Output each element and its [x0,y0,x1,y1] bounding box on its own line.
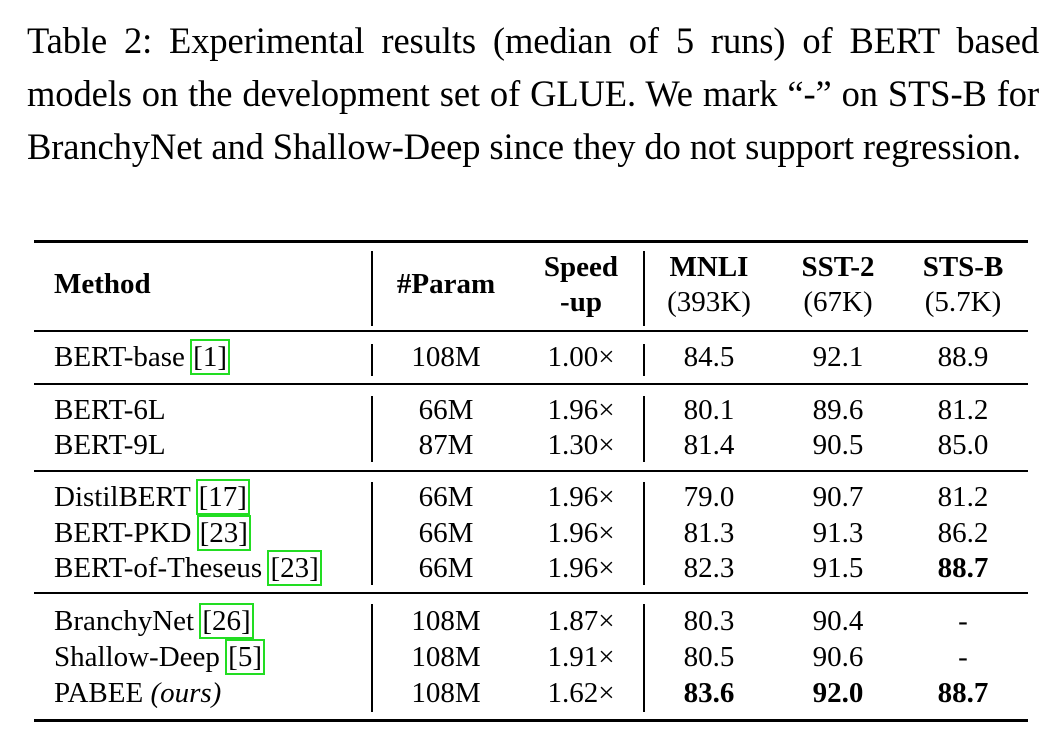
stsb-cell: 81.2 [937,394,989,426]
speed-cell: 1.96× [547,394,615,426]
method-cell: BERT-PKD [23] [54,515,251,551]
column-separator [643,604,645,712]
speed-cell: 1.96× [547,552,615,584]
column-separator [371,604,373,712]
speed-cell: 1.96× [547,517,615,549]
citation-link[interactable]: [5] [225,639,265,675]
mnli-cell: 80.5 [683,641,735,673]
method-suffix: (ours) [150,677,222,709]
col-header-method: Method [54,268,151,300]
speed-cell: 1.30× [547,429,615,461]
sst2-cell: 91.3 [812,517,864,549]
citation-link[interactable]: [23] [196,515,251,551]
stsb-cell: - [958,641,968,673]
stsb-cell: - [958,605,968,637]
param-cell: 66M [418,481,474,513]
column-separator [371,482,373,585]
group-rule-3 [34,592,1028,594]
stsb-cell: 81.2 [937,481,989,513]
method-cell: PABEE (ours) [54,676,221,710]
method-cell: BERT-9L [54,428,166,462]
group-rule-1 [34,383,1028,385]
citation-link[interactable]: [17] [195,479,250,515]
col-header-sst2-size: (67K) [803,286,873,318]
column-separator [643,251,645,326]
header-rule [34,330,1028,332]
param-cell: 87M [418,429,474,461]
col-header-stsb: STS-B [922,251,1004,283]
method-name: BERT-base [54,341,193,373]
col-header-stsb-size: (5.7K) [924,286,1002,318]
sst2-cell: 90.5 [812,429,864,461]
param-cell: 108M [411,341,481,373]
col-header-mnli-size: (393K) [667,286,751,318]
col-header-param: #Param [396,268,496,300]
sst2-cell: 92.1 [812,341,864,373]
speed-cell: 1.91× [547,641,615,673]
method-cell: BranchyNet [26] [54,603,254,639]
stsb-cell: 88.9 [937,341,989,373]
speed-cell: 1.62× [547,677,615,709]
citation-link[interactable]: [1] [190,339,230,375]
stsb-cell: 88.7 [937,552,989,584]
method-cell: BERT-of-Theseus [23] [54,550,322,586]
col-header-mnli: MNLI [669,251,749,283]
column-separator [643,344,645,376]
column-separator [371,396,373,462]
sst2-cell: 90.6 [812,641,864,673]
sst2-cell: 92.0 [812,677,864,709]
top-rule [34,240,1028,243]
method-name: BERT-of-Theseus [54,552,270,584]
mnli-cell: 80.3 [683,605,735,637]
stsb-cell: 85.0 [937,429,989,461]
sst2-cell: 91.5 [812,552,864,584]
citation-link[interactable]: [23] [267,550,322,586]
stsb-cell: 88.7 [937,677,989,709]
col-header-speed: Speed [543,251,619,283]
param-cell: 108M [411,677,481,709]
mnli-cell: 79.0 [683,481,735,513]
mnli-cell: 83.6 [683,677,735,709]
param-cell: 66M [418,517,474,549]
column-separator [643,482,645,585]
method-cell: Shallow-Deep [5] [54,639,265,675]
sst2-cell: 90.4 [812,605,864,637]
mnli-cell: 81.3 [683,517,735,549]
column-separator [643,396,645,462]
param-cell: 108M [411,605,481,637]
method-cell: BERT-base [1] [54,339,230,375]
method-cell: BERT-6L [54,393,166,427]
group-rule-2 [34,470,1028,472]
bottom-rule [34,719,1028,722]
citation-link[interactable]: [26] [199,603,254,639]
param-cell: 66M [418,394,474,426]
column-separator [371,344,373,376]
method-name: PABEE [54,677,151,709]
mnli-cell: 80.1 [683,394,735,426]
method-name: BranchyNet [54,605,202,637]
method-name: BERT-9L [54,429,166,461]
speed-cell: 1.87× [547,605,615,637]
method-name: DistilBERT [54,481,198,513]
param-cell: 66M [418,552,474,584]
mnli-cell: 84.5 [683,341,735,373]
method-cell: DistilBERT [17] [54,479,250,515]
speed-cell: 1.96× [547,481,615,513]
sst2-cell: 89.6 [812,394,864,426]
stsb-cell: 86.2 [937,517,989,549]
method-name: Shallow-Deep [54,641,228,673]
col-header-speed-2: -up [560,286,602,318]
mnli-cell: 81.4 [683,429,735,461]
table-caption: Table 2: Experimental results (median of… [27,20,1039,167]
col-header-sst2: SST-2 [801,251,875,283]
method-name: BERT-PKD [54,517,199,549]
sst2-cell: 90.7 [812,481,864,513]
column-separator [371,251,373,326]
method-name: BERT-6L [54,394,166,426]
mnli-cell: 82.3 [683,552,735,584]
param-cell: 108M [411,641,481,673]
speed-cell: 1.00× [547,341,615,373]
